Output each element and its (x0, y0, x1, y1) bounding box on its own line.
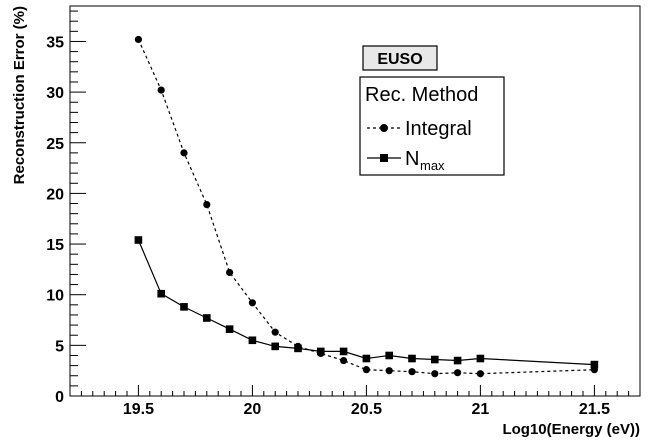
integral-point (180, 149, 188, 157)
y-tick-label: 25 (46, 136, 64, 153)
x-tick-label: 20 (244, 401, 262, 418)
integral-point (157, 86, 165, 94)
integral-point (385, 367, 393, 375)
legend-integral-marker (380, 124, 388, 132)
y-tick-label: 0 (55, 389, 64, 406)
x-tick-label: 19.5 (123, 401, 154, 418)
nmax-point (453, 356, 462, 365)
x-tick-label: 20.5 (351, 401, 382, 418)
nmax-point (248, 336, 257, 345)
integral-point (431, 370, 439, 378)
nmax-point (385, 351, 393, 360)
nmax-point (590, 360, 599, 369)
integral-point (454, 369, 462, 377)
nmax-point (157, 289, 165, 298)
x-axis-title: Log10(Energy (eV)) (502, 421, 640, 438)
series-line-nmax (137, 239, 595, 366)
nmax-point (317, 347, 325, 356)
nmax-point (203, 314, 211, 322)
euso-tag-box (362, 45, 438, 71)
legend-nmax-marker (380, 154, 388, 162)
integral-point (476, 370, 484, 378)
y-tick-label: 35 (46, 34, 64, 51)
y-tick-label: 20 (46, 186, 64, 203)
y-axis-title: Reconstruction Error (%) (11, 6, 28, 184)
nmax-point (431, 355, 439, 364)
integral-point (203, 200, 211, 209)
nmax-point (134, 236, 143, 244)
integral-point (408, 368, 416, 376)
nmax-point (271, 342, 279, 351)
y-tick-label: 30 (46, 85, 64, 102)
x-tick-label: 21.5 (579, 401, 610, 418)
x-tick-label: 21 (472, 401, 490, 418)
y-tick-label: 5 (55, 338, 64, 355)
integral-point (362, 366, 370, 374)
legend-nmax-label: N (405, 148, 419, 170)
integral-point (226, 268, 234, 277)
integral-point (134, 35, 142, 44)
plot-frame (69, 5, 641, 397)
legend-title: Rec. Method (365, 84, 478, 106)
nmax-point (408, 354, 416, 363)
nmax-point (294, 344, 302, 353)
nmax-point (362, 354, 371, 363)
nmax-point (225, 325, 234, 333)
y-tick-label: 15 (46, 237, 64, 254)
nmax-point (476, 354, 485, 363)
integral-point (248, 299, 256, 307)
integral-point (340, 356, 348, 365)
nmax-point (339, 347, 348, 356)
legend-integral-label: Integral (405, 118, 472, 140)
euso-tag-label: EUSO (377, 51, 422, 68)
integral-point (271, 328, 279, 336)
y-tick-label: 10 (46, 288, 64, 305)
series-line-integral (137, 39, 595, 375)
legend-nmax-subscript: max (420, 158, 445, 173)
nmax-point (180, 303, 188, 311)
